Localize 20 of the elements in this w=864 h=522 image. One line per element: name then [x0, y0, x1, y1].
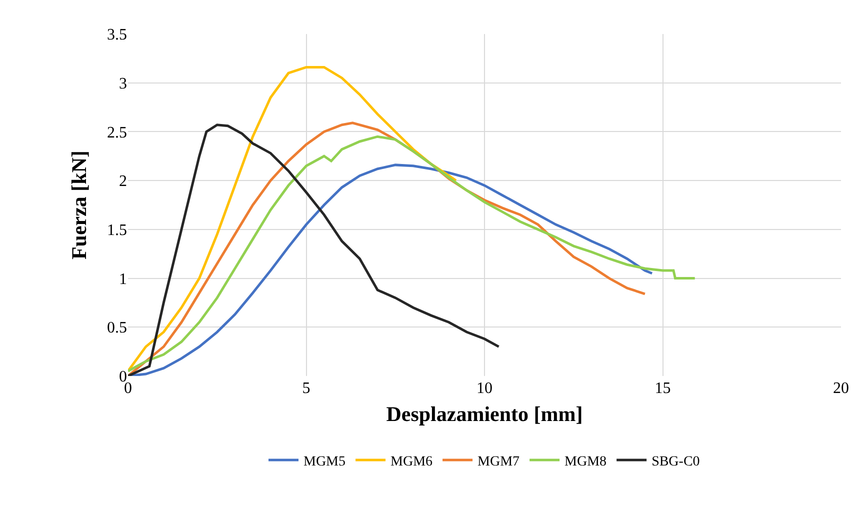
- x-tick-label: 20: [833, 380, 849, 397]
- legend-label: MGM8: [564, 454, 607, 470]
- line-series: [128, 124, 500, 376]
- y-tick-label: 2: [119, 173, 127, 190]
- y-tick-label: 2.5: [107, 124, 127, 142]
- legend-label: MGM5: [304, 454, 346, 470]
- x-tick-label: 10: [476, 380, 492, 397]
- x-tick-label: 15: [654, 380, 671, 397]
- x-axis-title: Desplazamiento [mm]: [386, 402, 583, 426]
- legend-label: MGM7: [478, 454, 520, 470]
- y-tick-label: 1: [119, 270, 127, 288]
- y-tick-label: 3: [119, 75, 127, 92]
- line-series: [128, 66, 458, 372]
- y-tick-label: 3.5: [107, 26, 127, 44]
- x-tick-label: 5: [302, 380, 310, 397]
- legend-label: SBG-C0: [652, 454, 700, 470]
- legend-label: MGM6: [390, 454, 433, 470]
- y-axis-title: Fuerza [kN]: [67, 150, 92, 260]
- y-tick-label: 1.5: [107, 222, 127, 240]
- y-tick-label: 0.5: [107, 320, 127, 337]
